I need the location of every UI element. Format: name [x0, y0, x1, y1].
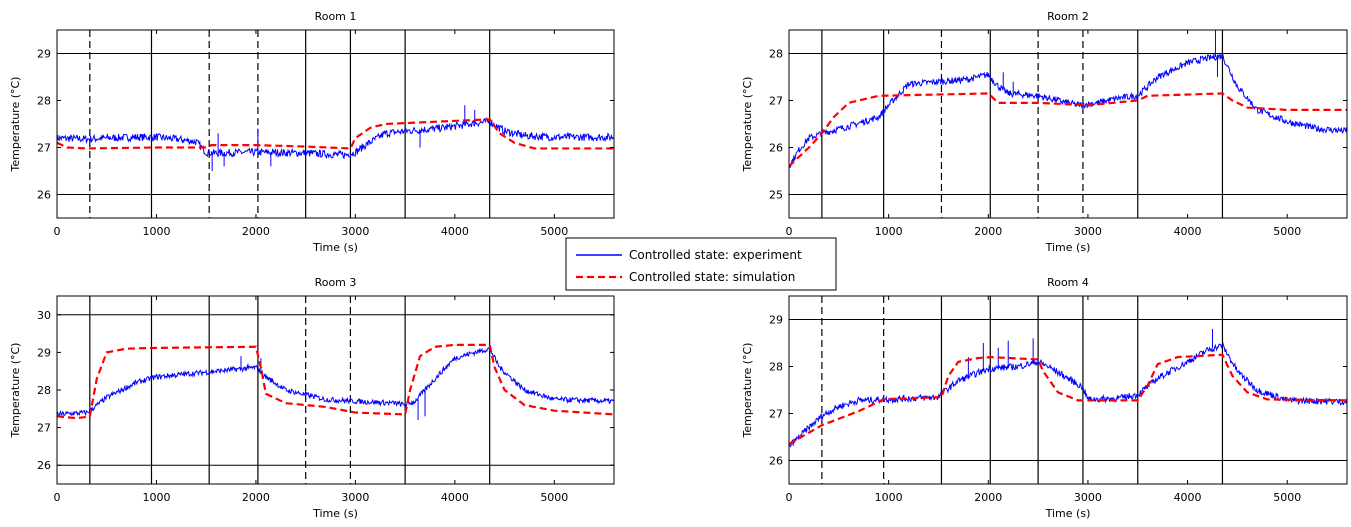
y-tick-label: 26	[37, 459, 51, 472]
x-tick-label: 1000	[142, 225, 170, 238]
y-tick-label: 27	[37, 142, 51, 155]
x-axis-label: Time (s)	[1045, 507, 1091, 520]
y-tick-label: 28	[769, 48, 783, 61]
y-axis-label: Temperature (°C)	[741, 77, 754, 173]
y-tick-label: 27	[769, 408, 783, 421]
chart-title: Room 1	[315, 10, 357, 23]
room-1-panel: 0 1000 2000 3000 4000 5000 26 27 28 29 Room 1 Time …	[9, 10, 615, 254]
x-axis-label: Time (s)	[1045, 241, 1091, 254]
legend-simulation-label: Controlled state: simulation	[629, 270, 795, 284]
y-tick-label: 29	[37, 346, 51, 359]
x-tick-label: 0	[786, 225, 793, 238]
x-tick-label: 2000	[242, 225, 270, 238]
x-tick-label: 0	[786, 491, 793, 504]
y-tick-label: 27	[37, 422, 51, 435]
x-tick-label: 4000	[1174, 225, 1202, 238]
x-tick-label: 2000	[974, 491, 1002, 504]
axes-frame	[788, 29, 1348, 219]
y-tick-label: 26	[769, 142, 783, 155]
x-axis-label: Time (s)	[312, 241, 358, 254]
x-tick-label: 3000	[1074, 225, 1102, 238]
x-tick-label: 5000	[540, 225, 568, 238]
chart-title: Room 3	[315, 276, 357, 289]
series-layer	[57, 343, 614, 421]
y-tick-label: 28	[37, 384, 51, 397]
room-4-panel: 0 1000 2000 3000 4000 5000 26 27 28 29 Room 4 Time …	[741, 276, 1348, 520]
legend-box	[565, 237, 837, 291]
plot-area	[57, 296, 614, 484]
series-layer	[57, 105, 614, 171]
x-tick-label: 4000	[1174, 491, 1202, 504]
legend-experiment-label: Controlled state: experiment	[629, 248, 802, 262]
plot-area	[789, 30, 1347, 218]
y-tick-label: 28	[37, 95, 51, 108]
y-tick-label: 28	[769, 361, 783, 374]
series-layer	[789, 30, 1347, 168]
legend: Controlled state: experiment Controlled …	[565, 237, 837, 291]
room-2-panel: 0 1000 2000 3000 4000 5000 25 26 27 28 Room 2 Time …	[741, 10, 1348, 254]
x-tick-label: 3000	[341, 225, 369, 238]
room-3-panel: 0 1000 2000 3000 4000 5000 26 27 28 29 30 Room 3 Tim…	[9, 276, 615, 520]
simulation-line	[57, 343, 614, 420]
experiment-line	[789, 53, 1347, 168]
x-tick-label: 0	[54, 225, 61, 238]
plot-area	[789, 296, 1347, 484]
axes-frame	[56, 29, 615, 219]
chart-title: Room 2	[1047, 10, 1089, 23]
x-tick-label: 5000	[1273, 225, 1301, 238]
x-tick-label: 3000	[1074, 491, 1102, 504]
y-axis-label: Temperature (°C)	[9, 343, 22, 439]
y-tick-label: 29	[37, 48, 51, 61]
x-tick-label: 0	[54, 491, 61, 504]
x-tick-label: 1000	[875, 225, 903, 238]
series-layer	[789, 328, 1347, 448]
simulation-line	[789, 353, 1347, 446]
axes-frame	[788, 295, 1348, 485]
simulation-line	[789, 92, 1347, 168]
y-tick-label: 29	[769, 314, 783, 327]
x-axis-label: Time (s)	[312, 507, 358, 520]
chart-title: Room 4	[1047, 276, 1089, 289]
y-axis-label: Temperature (°C)	[9, 77, 22, 173]
experiment-line	[57, 346, 614, 418]
y-tick-label: 25	[769, 189, 783, 202]
y-tick-label: 26	[37, 189, 51, 202]
x-tick-label: 1000	[142, 491, 170, 504]
x-tick-label: 4000	[441, 225, 469, 238]
simulation-line	[57, 118, 614, 150]
y-tick-label: 30	[37, 309, 51, 322]
experiment-line	[57, 117, 614, 160]
x-tick-label: 1000	[875, 491, 903, 504]
x-tick-label: 3000	[341, 491, 369, 504]
y-tick-label: 26	[769, 455, 783, 468]
x-tick-label: 5000	[1273, 491, 1301, 504]
y-tick-label: 27	[769, 95, 783, 108]
x-tick-label: 4000	[441, 491, 469, 504]
x-tick-label: 5000	[540, 491, 568, 504]
x-tick-label: 2000	[242, 491, 270, 504]
plot-area	[57, 30, 614, 218]
x-tick-label: 2000	[974, 225, 1002, 238]
y-axis-label: Temperature (°C)	[741, 343, 754, 439]
